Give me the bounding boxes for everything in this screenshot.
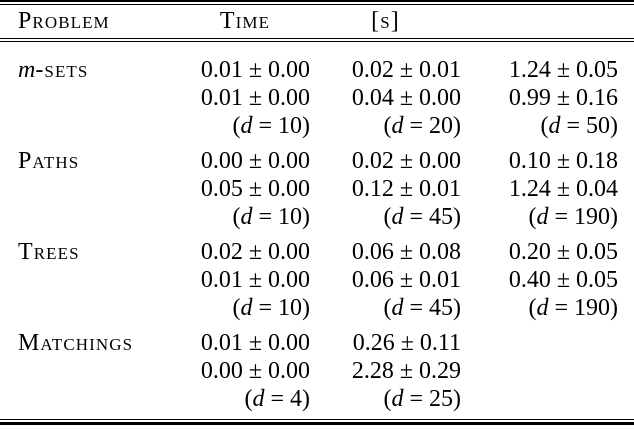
empty-cell (18, 266, 180, 294)
empty-cell (18, 203, 180, 231)
value-cell: 0.01 ± 0.00 (200, 85, 310, 111)
value-cell: 2.28 ± 0.29 (351, 358, 461, 384)
value-cell: 0.00 ± 0.00 (200, 148, 310, 174)
group-trees: Trees 0.02 ± 0.00 0.06 ± 0.08 0.20 ± 0.0… (0, 238, 634, 322)
table-row-dimension: (d = 10) (d = 20) (d = 50) (0, 112, 634, 140)
value-cell: 0.10 ± 0.18 (508, 148, 618, 174)
bottom-rule-thin (0, 419, 634, 420)
dimension-cell: (d = 4) (244, 386, 310, 412)
math-var-d: d (391, 386, 404, 412)
value-cell (461, 329, 618, 357)
table-row: 0.00 ± 0.00 2.28 ± 0.29 (0, 357, 634, 385)
value-cell: 1.24 ± 0.04 (508, 176, 618, 202)
row-label: Paths (18, 148, 80, 174)
value-cell: 0.02 ± 0.00 (351, 148, 461, 174)
empty-cell (18, 175, 180, 203)
math-var-d: d (536, 204, 549, 230)
table-row: 0.01 ± 0.00 0.04 ± 0.00 0.99 ± 0.16 (0, 84, 634, 112)
table-row: m-sets 0.01 ± 0.00 0.02 ± 0.01 1.24 ± 0.… (0, 56, 634, 84)
value-cell: 0.04 ± 0.00 (351, 85, 461, 111)
row-label: Matchings (18, 330, 134, 356)
value-cell: 0.01 ± 0.00 (200, 57, 310, 83)
value-cell: 0.99 ± 0.16 (508, 85, 618, 111)
group-matchings: Matchings 0.01 ± 0.00 0.26 ± 0.11 0.00 ±… (0, 329, 634, 413)
table-row: 0.01 ± 0.00 0.06 ± 0.01 0.40 ± 0.05 (0, 266, 634, 294)
math-var-d: d (240, 113, 253, 139)
dimension-cell: (d = 45) (383, 295, 461, 321)
bottom-rule-thick (0, 422, 634, 425)
header-problem: Problem (18, 8, 110, 34)
empty-cell (18, 84, 180, 112)
value-cell: 0.12 ± 0.01 (351, 176, 461, 202)
header-time: Time (219, 8, 271, 34)
value-cell: 0.26 ± 0.11 (352, 330, 461, 356)
dimension-cell (461, 385, 618, 413)
value-cell: 0.02 ± 0.00 (200, 239, 310, 265)
empty-cell (18, 112, 180, 140)
dimension-cell: (d = 45) (383, 204, 461, 230)
dimension-cell: (d = 190) (528, 295, 618, 321)
table-row: Trees 0.02 ± 0.00 0.06 ± 0.08 0.20 ± 0.0… (0, 238, 634, 266)
value-cell: 0.06 ± 0.01 (351, 267, 461, 293)
math-var-d: d (240, 204, 253, 230)
header-separator-line-2 (0, 41, 634, 42)
table-row-dimension: (d = 10) (d = 45) (d = 190) (0, 294, 634, 322)
empty-cell (18, 357, 180, 385)
math-var-d: d (391, 204, 404, 230)
top-rule-thin (0, 4, 634, 5)
value-cell (461, 357, 618, 385)
math-var-d: d (536, 295, 549, 321)
empty-cell (18, 294, 180, 322)
row-label: Trees (18, 239, 80, 265)
value-cell: 0.06 ± 0.08 (351, 239, 461, 265)
group-m-sets: m-sets 0.01 ± 0.00 0.02 ± 0.01 1.24 ± 0.… (0, 56, 634, 140)
row-label: m-sets (18, 57, 89, 83)
math-var-d: d (252, 386, 265, 412)
table-row: Matchings 0.01 ± 0.00 0.26 ± 0.11 (0, 329, 634, 357)
math-var-d: d (391, 113, 404, 139)
table-row-dimension: (d = 4) (d = 25) (0, 385, 634, 413)
value-cell: 0.05 ± 0.00 (200, 176, 310, 202)
dimension-cell: (d = 25) (383, 386, 461, 412)
math-var-m: m (18, 57, 36, 83)
value-cell: 0.00 ± 0.00 (200, 358, 310, 384)
empty-cell (18, 385, 180, 413)
math-var-d: d (391, 295, 404, 321)
table-row-dimension: (d = 10) (d = 45) (d = 190) (0, 203, 634, 231)
value-cell: 0.01 ± 0.00 (200, 267, 310, 293)
dimension-cell: (d = 10) (232, 295, 310, 321)
dimension-cell: (d = 10) (232, 113, 310, 139)
dimension-cell: (d = 190) (528, 204, 618, 230)
table-header-row: Problem Time [s] (0, 5, 634, 38)
value-cell: 0.01 ± 0.00 (200, 330, 310, 356)
value-cell: 0.20 ± 0.05 (508, 239, 618, 265)
header-separator-line-1 (0, 38, 634, 39)
table-body: m-sets 0.01 ± 0.00 0.02 ± 0.01 1.24 ± 0.… (0, 42, 634, 413)
header-unit-seconds: [s] (371, 8, 400, 34)
top-rule-thick (0, 0, 634, 2)
dimension-cell: (d = 50) (540, 113, 618, 139)
value-cell: 0.40 ± 0.05 (508, 267, 618, 293)
table-row: Paths 0.00 ± 0.00 0.02 ± 0.00 0.10 ± 0.1… (0, 147, 634, 175)
math-var-d: d (240, 295, 253, 321)
math-var-d: d (548, 113, 561, 139)
value-cell: 1.24 ± 0.05 (508, 57, 618, 83)
table-row: 0.05 ± 0.00 0.12 ± 0.01 1.24 ± 0.04 (0, 175, 634, 203)
dimension-cell: (d = 20) (383, 113, 461, 139)
value-cell: 0.02 ± 0.01 (351, 57, 461, 83)
dimension-cell: (d = 10) (232, 204, 310, 230)
header-empty-cell (461, 5, 618, 38)
group-paths: Paths 0.00 ± 0.00 0.02 ± 0.00 0.10 ± 0.1… (0, 147, 634, 231)
